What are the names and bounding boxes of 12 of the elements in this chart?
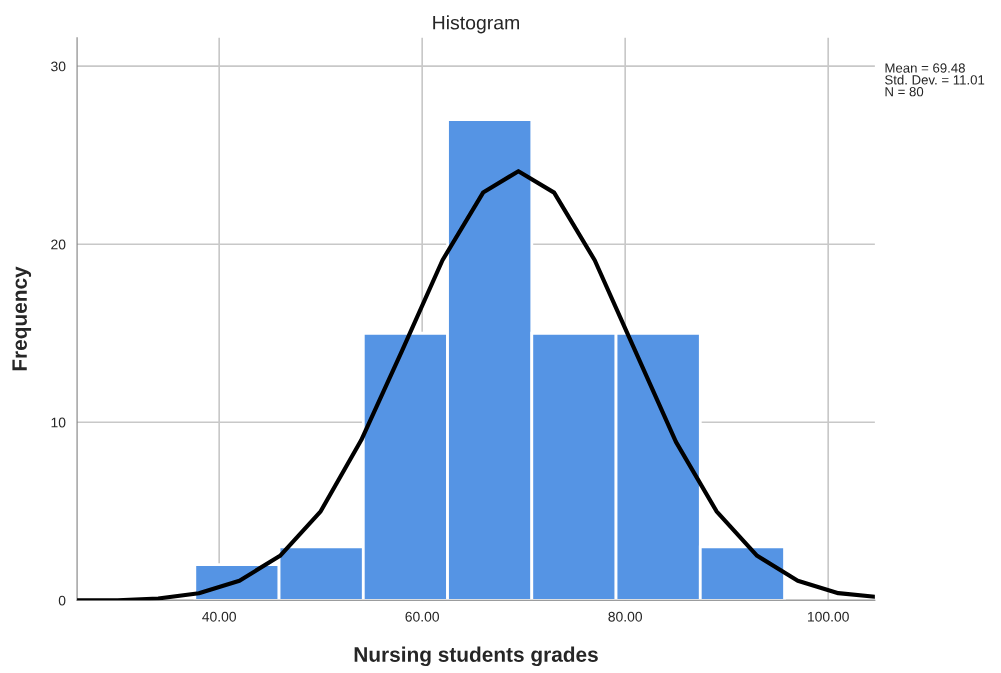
x-tick-label: 100.00: [808, 611, 849, 622]
x-tick-label: 60.00: [405, 611, 440, 622]
text: Mean = 69.48 Std. Dev. = 11.01 N = 80: [885, 63, 985, 97]
y-tick-label: 10: [51, 417, 66, 428]
x-tick-label: 40.00: [202, 611, 237, 622]
y-axis-title: Frequency: [12, 266, 32, 371]
y-tick-label: 20: [51, 239, 66, 250]
y-tick-label: 30: [51, 61, 66, 72]
x-tick-label: 80.00: [608, 611, 643, 622]
y-tick-label: 0: [58, 595, 66, 606]
x-axis-title: Nursing students grades: [354, 646, 598, 667]
chart-title: Histogram: [433, 15, 519, 34]
